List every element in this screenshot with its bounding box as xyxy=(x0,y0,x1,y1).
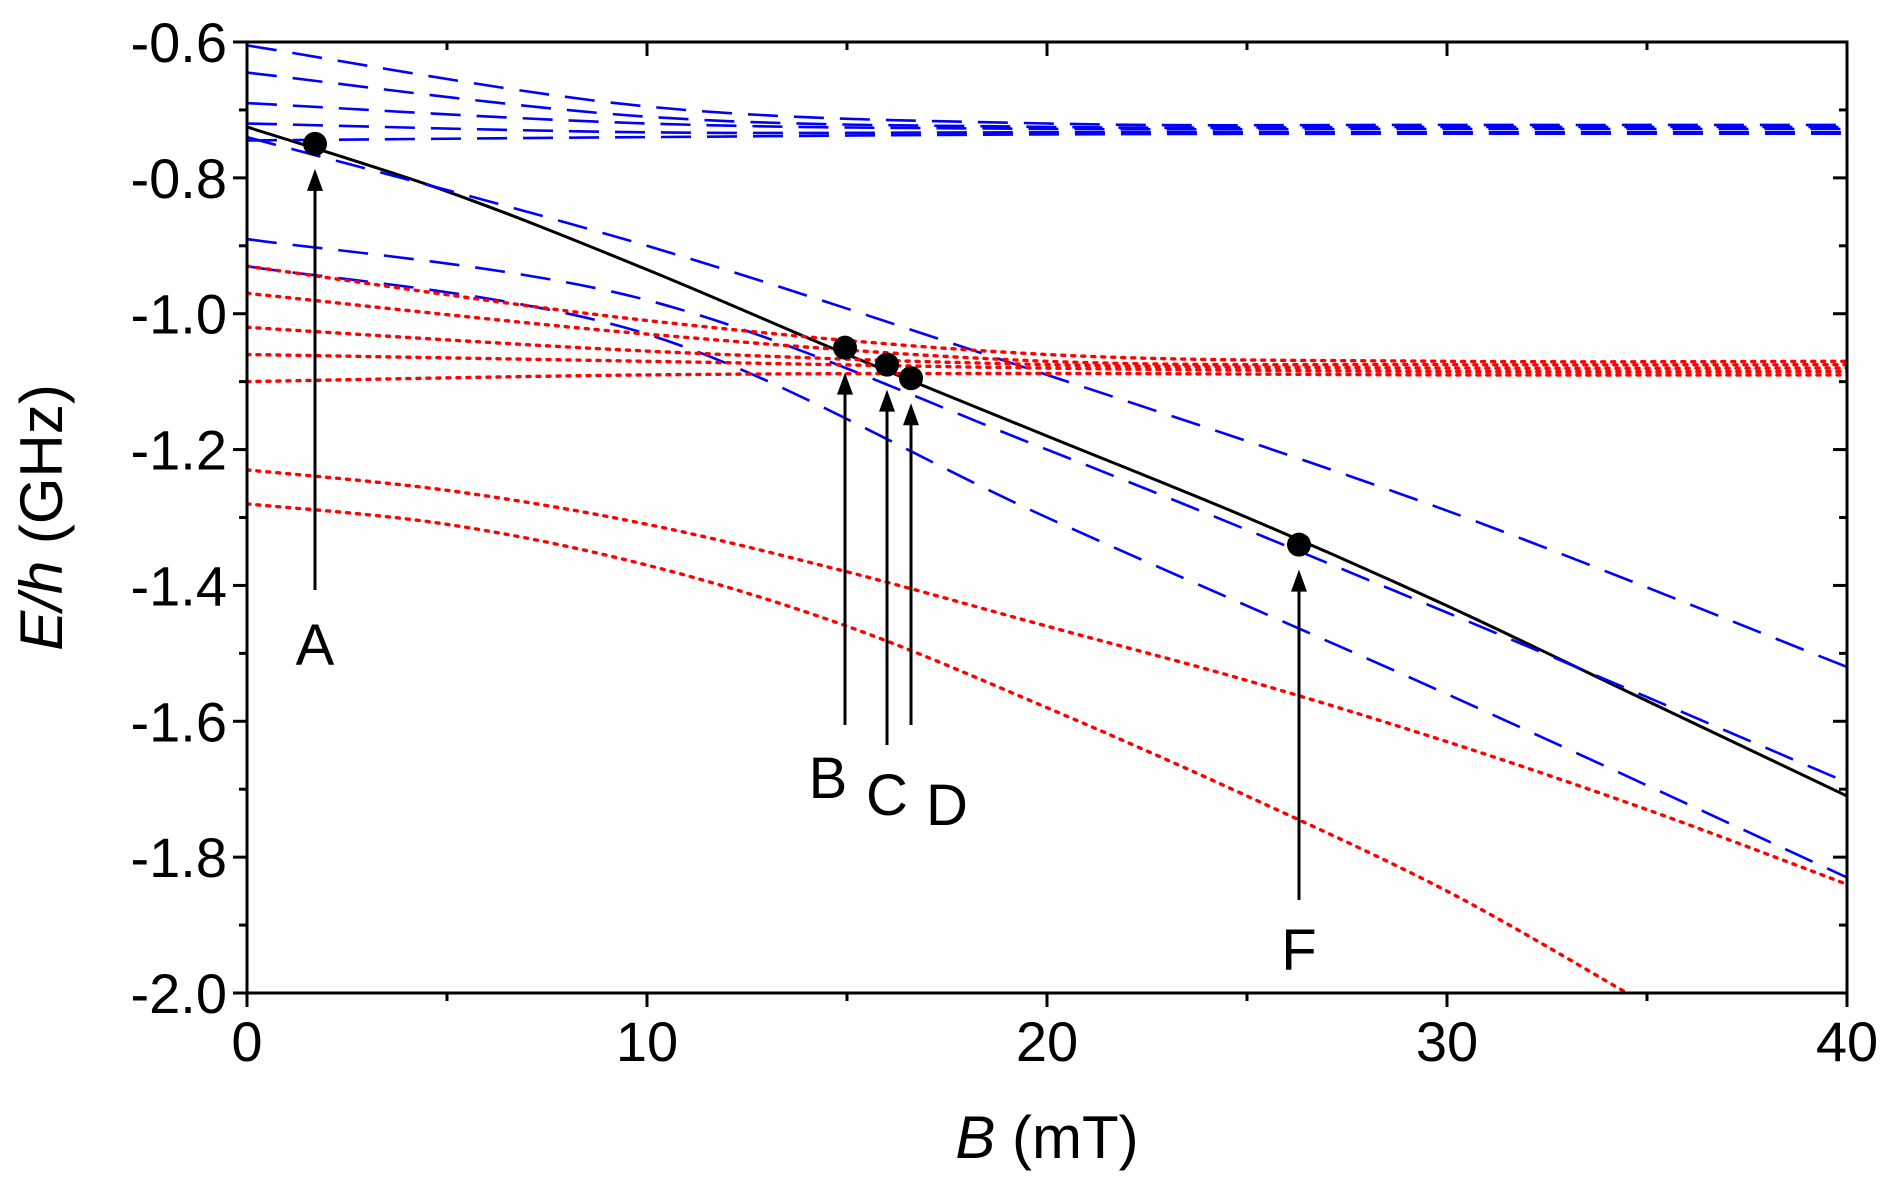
y-tick-label: -0.6 xyxy=(131,11,228,74)
point-label-F: F xyxy=(1281,918,1316,983)
point-D xyxy=(899,366,923,391)
x-axis-title-symbol: B xyxy=(955,1104,995,1171)
x-axis-title-unit: (mT) xyxy=(995,1104,1138,1171)
y-axis-title-symbol: E/h xyxy=(8,561,75,651)
y-tick-label: -1.8 xyxy=(131,826,228,889)
series-solid-black xyxy=(247,125,1847,798)
series-dashed-5 xyxy=(247,132,1847,142)
point-F xyxy=(1287,532,1311,557)
series-dotted-3 xyxy=(247,325,1847,371)
series-dashed-4 xyxy=(247,122,1847,135)
series-dotted-4 xyxy=(247,352,1847,374)
series-dotted-2 xyxy=(247,291,1847,367)
y-tick-label: -2.0 xyxy=(131,962,228,1025)
arrow-head-A xyxy=(307,168,323,191)
arrow-head-F xyxy=(1291,569,1307,592)
point-label-C: C xyxy=(866,763,908,828)
ticks-layer: 0 10 20 30 40 -2.0 -1.8 -1.6 -1.4 -1.2 -1.0 -0.8 -0.… xyxy=(131,11,1879,1073)
markers-layer: A B C D F xyxy=(296,131,1317,983)
series-dotted-1 xyxy=(247,264,1847,364)
arrow-head-D xyxy=(903,403,919,426)
x-tick-label: 40 xyxy=(1816,1010,1878,1073)
y-tick-label: -0.8 xyxy=(131,147,228,210)
point-B xyxy=(833,335,857,360)
point-C xyxy=(875,352,899,377)
point-label-D: D xyxy=(926,773,968,838)
point-A xyxy=(303,131,327,156)
y-tick-label: -1.2 xyxy=(131,419,228,482)
series-dashed-7 xyxy=(247,237,1847,784)
series-dashed-6 xyxy=(247,135,1847,669)
y-tick-label: -1.4 xyxy=(131,554,228,617)
series-dashed-1 xyxy=(247,44,1847,127)
x-axis-title: B (mT) xyxy=(955,1104,1138,1171)
arrow-head-C xyxy=(879,389,895,412)
y-tick-label: -1.6 xyxy=(131,690,228,753)
series-dashed-8 xyxy=(247,264,1847,879)
y-axis-title-unit: (GHz) xyxy=(8,384,75,561)
point-label-B: B xyxy=(809,746,848,811)
x-tick-label: 0 xyxy=(231,1010,262,1073)
series-dotted-7 xyxy=(247,502,1629,993)
series-dashed-3 xyxy=(247,101,1847,131)
series-dashed-2 xyxy=(247,71,1847,129)
y-tick-label: -1.0 xyxy=(131,283,228,346)
series-dotted-6 xyxy=(247,468,1847,886)
x-tick-label: 10 xyxy=(616,1010,678,1073)
arrow-head-B xyxy=(837,372,853,395)
y-axis-title: E/h (GHz) xyxy=(8,384,75,651)
x-tick-label: 30 xyxy=(1416,1010,1478,1073)
point-label-A: A xyxy=(296,613,335,678)
x-tick-label: 20 xyxy=(1016,1010,1078,1073)
series-dotted-5 xyxy=(247,371,1847,384)
series-layer xyxy=(247,44,1847,993)
